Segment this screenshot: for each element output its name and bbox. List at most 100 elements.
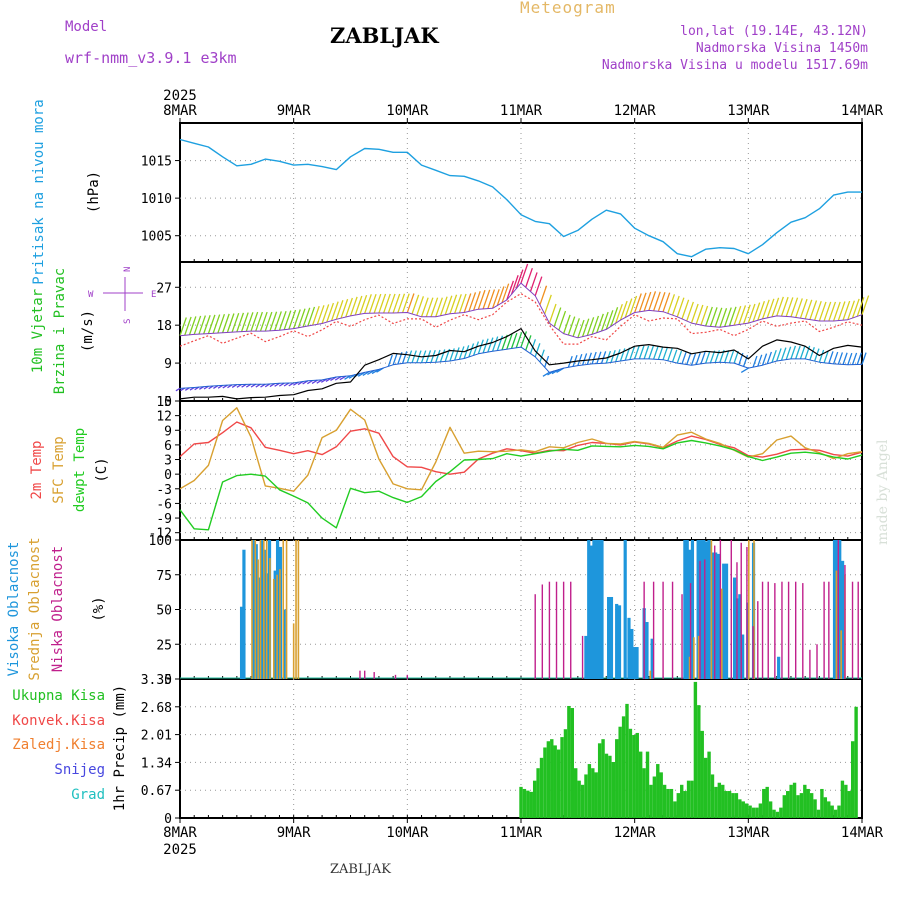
wind-barb [724,350,730,363]
precip-ylabel: 1hr Precip (mm) [112,685,128,811]
wind-barb [297,308,306,328]
precip-bar [707,751,711,818]
cloud-bar-low [844,565,846,679]
cloud-bar-high [607,596,611,679]
wind-barb [581,353,588,366]
wind-title2: Brzina i Pravac [52,268,68,394]
y-tick-label: 0 [164,468,172,483]
wind-barb [416,296,425,316]
precip-bar [686,780,691,818]
precip-bar [577,780,581,818]
wind-barb [326,302,335,323]
wind-barb [809,347,815,361]
precip-legend-2: Zaledj.Kisa [12,737,105,753]
cloud-bar-high [623,540,627,679]
wind-barb [401,351,408,364]
wind-barb [823,301,832,322]
cloud-bar-high [714,552,718,679]
cloud-bar-high [239,606,244,679]
wind-barb [586,352,592,365]
wind-barb [652,346,659,360]
cloud-bar-low [736,562,738,679]
cloud-bar-high [589,545,593,679]
model-label: Model [65,19,108,35]
wind-barb [274,311,282,331]
wind-barb [188,316,197,336]
cloud-bar-low [359,670,361,679]
cloud-bar-low [581,635,584,679]
wind-barb [652,291,661,312]
pressure-ylabel: (hPa) [86,171,102,213]
cloud-bar-low [671,581,674,679]
precip-legend-0: Ukupna Kisa [12,688,105,704]
wind-barb [411,350,417,363]
cloud-bar-low [746,546,748,679]
wind-barb [681,351,687,365]
precip-bar [816,809,821,818]
wind-barb [799,298,808,319]
y-tick-label: 27 [156,281,172,296]
cloud-bar-low [774,583,776,679]
y-tick-label: 1010 [141,192,172,207]
cloud-bar-high [683,540,687,679]
wind-barb [799,345,806,360]
wind-barb [638,345,645,360]
cloud-bar-low [652,581,655,679]
precip-bar [597,743,602,818]
wind-barb [818,301,827,322]
wind-barb [401,293,410,313]
wind-barb [425,297,434,317]
wind-barb [496,335,504,351]
wind-barb [444,295,453,316]
wind-ylabel: (m/s) [80,310,96,352]
wind-barb [406,293,415,313]
cloud-bar-low [541,584,544,679]
wind-barb [648,345,654,360]
cloud-title2: Srednja Oblacnost [27,537,43,680]
wind-barb [473,291,481,311]
compass-s: S [123,319,133,324]
wind-barb [747,303,756,324]
cloud-bar-low [752,626,754,679]
wind-barb [354,295,363,316]
cloud-title: Visoka Oblacnost [6,542,22,677]
wind-barb [742,304,751,324]
precip-bar [717,782,722,818]
precip-bar [751,807,756,818]
cloud-bar-high [650,638,654,679]
wind-barb [828,351,834,364]
cloud-bar-low [662,581,664,679]
cloud-bar-high [617,605,622,679]
cloud-bar-high [702,540,706,679]
temp-line-1 [179,407,863,492]
cloud-bar-high [832,540,837,679]
wind-barb [676,297,685,317]
wind-barb [657,346,664,360]
wind-barb [387,354,393,367]
precip-bar [768,801,773,818]
wind-barb [643,291,652,312]
model-elevation: Nadmorska Visina u modelu 1517.69m [601,58,868,73]
wind-barb [278,310,287,331]
wind-barb [728,306,737,327]
wind-barb [738,305,747,325]
precip-bar [850,741,855,818]
cloud-bar-low [828,581,830,679]
wind-barb [662,346,669,360]
precip-bar [700,730,704,818]
precip-bar [796,795,800,818]
precip-bar [570,708,574,818]
wind-barb [667,348,673,362]
precip-bar [854,706,858,818]
precip-bar [820,788,824,818]
wind-barb [335,300,344,320]
wind-barb [463,293,472,313]
wind-barb [671,349,678,363]
cloud-bar-low [704,559,706,679]
wind-barb [790,345,797,360]
wind-barb [686,301,694,322]
cloud-bar-low [406,674,409,679]
y-tick-label: 3 [164,454,172,469]
wind-barb [259,311,268,332]
wind-barb [785,346,792,360]
